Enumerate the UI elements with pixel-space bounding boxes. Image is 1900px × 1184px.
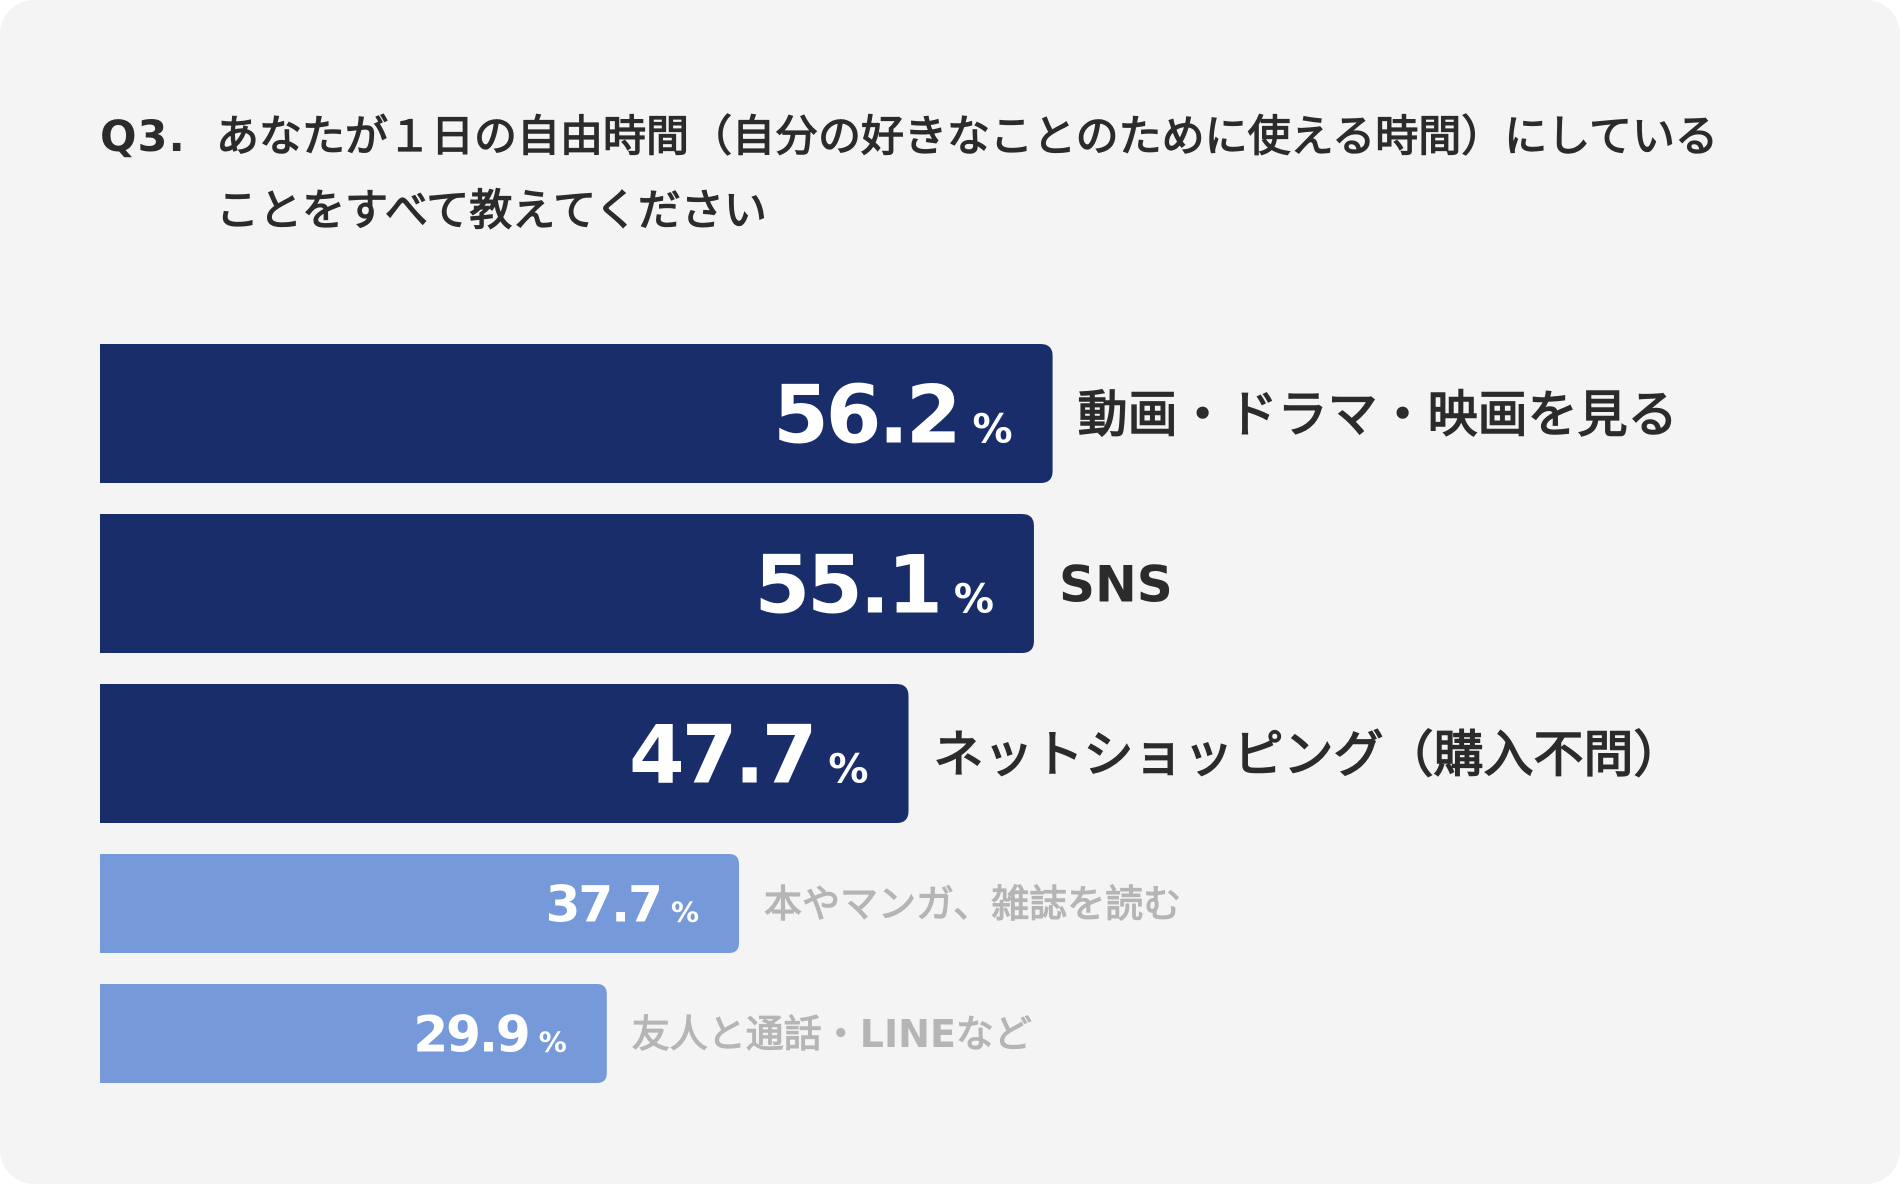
value-number: 55.1 xyxy=(754,538,939,631)
value-unit: % xyxy=(973,406,1013,452)
category-label: ネットショッピング（購入不問） xyxy=(934,726,1684,784)
bar xyxy=(100,984,607,1083)
value-label: 55.1% xyxy=(754,538,993,631)
value-unit: % xyxy=(539,1026,567,1059)
value-label: 29.9% xyxy=(413,1006,566,1064)
value-number: 29.9 xyxy=(413,1006,528,1064)
bar-group: 47.7% ネットショッピング（購入不問） xyxy=(100,684,1684,823)
bar-group: 56.2% 動画・ドラマ・映画を見る xyxy=(100,344,1678,483)
category-label: 本やマンガ、雑誌を読む xyxy=(764,882,1181,926)
value-label: 56.2% xyxy=(773,368,1012,461)
category-label: 友人と通話・LINEなど xyxy=(632,1012,1032,1056)
value-unit: % xyxy=(954,576,994,622)
category-label: 動画・ドラマ・映画を見る xyxy=(1078,386,1678,444)
value-label: 37.7% xyxy=(546,876,699,934)
question-heading: Q3. あなたが１日の自由時間（自分の好きなことのために使える時間）にしているこ… xyxy=(100,100,1720,248)
value-number: 56.2 xyxy=(773,368,958,461)
bar xyxy=(100,514,1034,653)
bar xyxy=(100,684,909,823)
bar xyxy=(100,344,1053,483)
bar-group: 37.7% 本やマンガ、雑誌を読む xyxy=(100,854,1181,953)
question-number: Q3. xyxy=(100,112,186,162)
bar xyxy=(100,854,740,953)
question-text: あなたが１日の自由時間（自分の好きなことのために使える時間）にしていることをすべ… xyxy=(216,112,1718,236)
bar-group: 55.1% SNS xyxy=(100,514,1173,653)
value-number: 37.7 xyxy=(546,876,661,934)
category-label: SNS xyxy=(1059,556,1173,614)
bar-group: 29.9% 友人と通話・LINEなど xyxy=(100,984,1032,1083)
value-unit: % xyxy=(828,746,868,792)
value-unit: % xyxy=(671,896,699,929)
value-number: 47.7 xyxy=(629,708,814,801)
value-label: 47.7% xyxy=(629,708,868,801)
